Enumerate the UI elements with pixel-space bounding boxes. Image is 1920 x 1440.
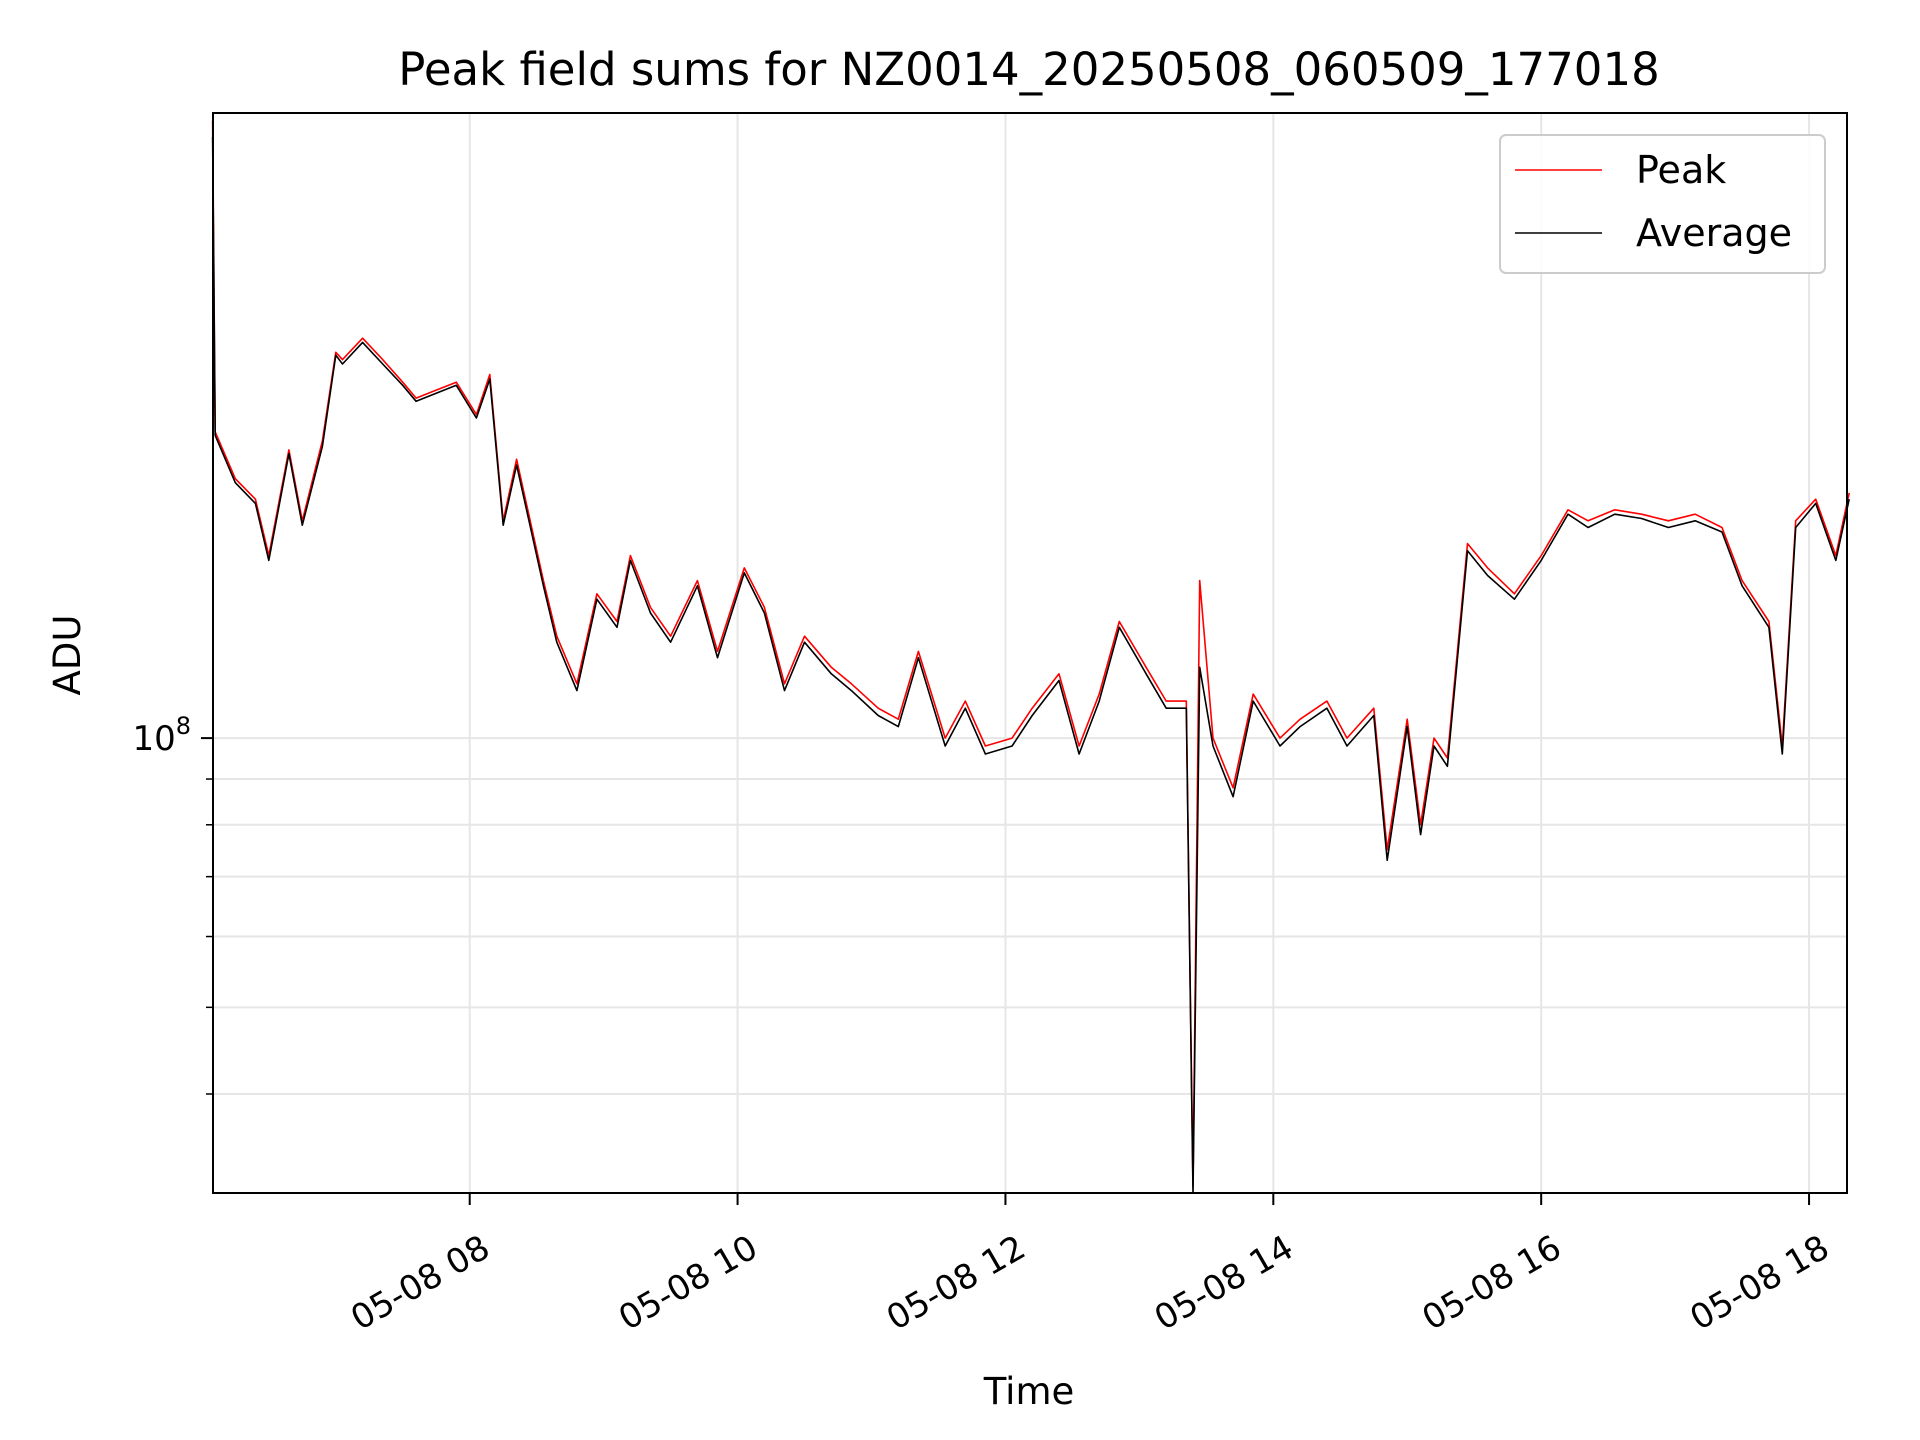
legend-label-average: Average	[1636, 211, 1792, 255]
series-lines	[211, 120, 1850, 1194]
y-axis-ticks: 108	[132, 712, 213, 1095]
chart-title: Peak field sums for NZ0014_20250508_0605…	[398, 43, 1659, 96]
grid	[213, 113, 1847, 1193]
series-line-peak	[211, 120, 1850, 1188]
legend-label-peak: Peak	[1636, 148, 1726, 192]
y-tick-label-exponent: 8	[176, 712, 191, 740]
plot-frame	[212, 112, 1848, 1194]
legend: Peak Average	[1499, 134, 1826, 274]
y-tick-label: 108	[132, 712, 191, 759]
y-tick-label-base: 10	[132, 719, 175, 759]
y-axis-label: ADU	[46, 615, 89, 696]
x-axis-label: Time	[983, 1370, 1075, 1413]
series-line-average	[211, 136, 1850, 1194]
